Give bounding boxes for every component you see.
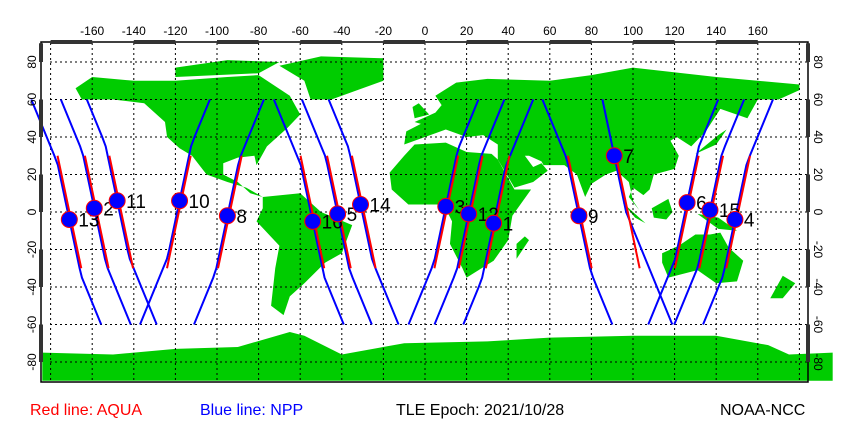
aqua-track xyxy=(108,155,135,269)
land-canadian-arctic xyxy=(175,60,280,77)
land-south-america xyxy=(256,193,353,316)
aqua-track xyxy=(673,155,700,269)
lat-tick-label-left: 80 xyxy=(25,55,39,69)
pass-label: 4 xyxy=(744,211,755,232)
satellite-pass-map: 132 11 108 16 5 14 3 12 1 976 15 4 -160 -140 -120 -100… xyxy=(25,24,833,383)
lat-tick-label-left: -40 xyxy=(25,278,39,296)
pass-marker[interactable] xyxy=(304,212,322,230)
legend-npp: Blue line: NPP xyxy=(200,402,304,419)
land-madagascar xyxy=(516,236,529,259)
lat-tick-label-left: 20 xyxy=(25,168,39,182)
lon-tick-label: 140 xyxy=(706,24,726,38)
land-africa xyxy=(389,142,532,278)
pass-markers: 132 11 108 16 5 14 3 12 1 976 15 4 xyxy=(60,147,755,235)
lon-tick-label: -120 xyxy=(163,24,187,38)
lat-tick-label-left: -80 xyxy=(25,353,39,371)
pass-marker[interactable] xyxy=(352,196,370,213)
pass-label: 3 xyxy=(455,197,466,218)
lon-tick-label: 100 xyxy=(623,24,643,38)
lat-tick-label-right: -20 xyxy=(811,241,825,259)
pass-marker[interactable] xyxy=(218,207,236,225)
lat-tick-label-right: -80 xyxy=(811,353,825,371)
axis-tick-labels: -160 -140 -120 -100 -80 -60 -40 -20 0 20 40 60 80 100… xyxy=(25,24,825,371)
pass-label: 11 xyxy=(126,192,146,213)
lat-tick-label-right: -40 xyxy=(811,278,825,296)
pass-label: 7 xyxy=(623,147,634,168)
pass-label: 9 xyxy=(588,207,599,228)
pass-marker[interactable] xyxy=(726,211,744,228)
legend-aqua: Red line: AQUA xyxy=(30,402,143,419)
land-north-america xyxy=(75,75,301,197)
aqua-track xyxy=(614,155,641,269)
tle-epoch: TLE Epoch: 2021/10/28 xyxy=(396,402,565,419)
lon-tick-label: 120 xyxy=(665,24,685,38)
lon-tick-label: -140 xyxy=(122,24,146,38)
lon-tick-label: -40 xyxy=(333,24,351,38)
lon-tick-label: 40 xyxy=(502,24,516,38)
npp-track xyxy=(601,99,674,325)
npp-track xyxy=(85,99,158,325)
source-label: NOAA-NCC xyxy=(720,402,806,419)
lat-tick-label-right: 20 xyxy=(811,168,825,182)
pass-marker[interactable] xyxy=(329,205,347,223)
lon-tick-label: -160 xyxy=(80,24,104,38)
lat-tick-label-right: 60 xyxy=(811,93,825,107)
pass-label: 14 xyxy=(370,196,392,217)
map-frame xyxy=(39,40,810,383)
lat-tick-label-left: -20 xyxy=(25,241,39,259)
pass-label: 10 xyxy=(189,192,210,213)
pass-label: 6 xyxy=(696,194,707,215)
pass-label: 1 xyxy=(503,214,514,235)
pass-label: 2 xyxy=(103,199,114,220)
pass-marker[interactable] xyxy=(437,197,455,215)
lat-tick-label-left: -60 xyxy=(25,316,39,334)
land-antarctica xyxy=(42,332,833,381)
grid-lines xyxy=(50,43,808,381)
aqua-track xyxy=(484,155,511,269)
lat-tick-label-right: 40 xyxy=(811,130,825,144)
land-greenland xyxy=(279,56,384,100)
pass-marker[interactable] xyxy=(570,207,588,225)
lon-tick-label: 60 xyxy=(543,24,557,38)
lon-tick-label: -100 xyxy=(205,24,229,38)
pass-marker[interactable] xyxy=(171,192,189,210)
lon-tick-label: -80 xyxy=(250,24,268,38)
pass-marker[interactable] xyxy=(108,192,126,210)
npp-track xyxy=(647,99,720,325)
lat-tick-label-left: 40 xyxy=(25,130,39,144)
npp-track xyxy=(272,99,345,325)
lat-tick-label-left: 0 xyxy=(25,208,39,215)
lon-tick-label: -20 xyxy=(375,24,393,38)
pass-marker[interactable] xyxy=(85,199,103,217)
pass-marker[interactable] xyxy=(701,201,719,219)
pass-marker[interactable] xyxy=(460,205,478,223)
lon-tick-label: 160 xyxy=(748,24,768,38)
pass-label: 8 xyxy=(236,207,247,228)
aqua-track xyxy=(166,155,192,269)
pass-marker[interactable] xyxy=(60,211,78,228)
npp-track xyxy=(462,99,535,325)
aqua-track xyxy=(299,155,326,269)
lon-tick-label: 80 xyxy=(585,24,599,38)
npp-track xyxy=(139,99,211,325)
land-new-zealand xyxy=(770,275,796,299)
lat-tick-label-right: 0 xyxy=(811,209,825,216)
lon-tick-label: 0 xyxy=(422,24,429,38)
lat-tick-label-left: 60 xyxy=(25,93,39,107)
pass-marker[interactable] xyxy=(605,147,623,165)
land-sumatra xyxy=(622,202,646,224)
land-australia xyxy=(662,232,744,284)
lon-tick-label: 20 xyxy=(460,24,474,38)
land-borneo xyxy=(651,198,673,220)
lat-tick-label-right: -60 xyxy=(811,316,825,334)
lon-tick-label: -60 xyxy=(292,24,310,38)
pass-label: 5 xyxy=(347,205,358,226)
pass-marker[interactable] xyxy=(678,194,696,212)
land-japan xyxy=(695,129,727,154)
lat-tick-label-right: 80 xyxy=(811,55,825,69)
pass-marker[interactable] xyxy=(485,214,503,232)
